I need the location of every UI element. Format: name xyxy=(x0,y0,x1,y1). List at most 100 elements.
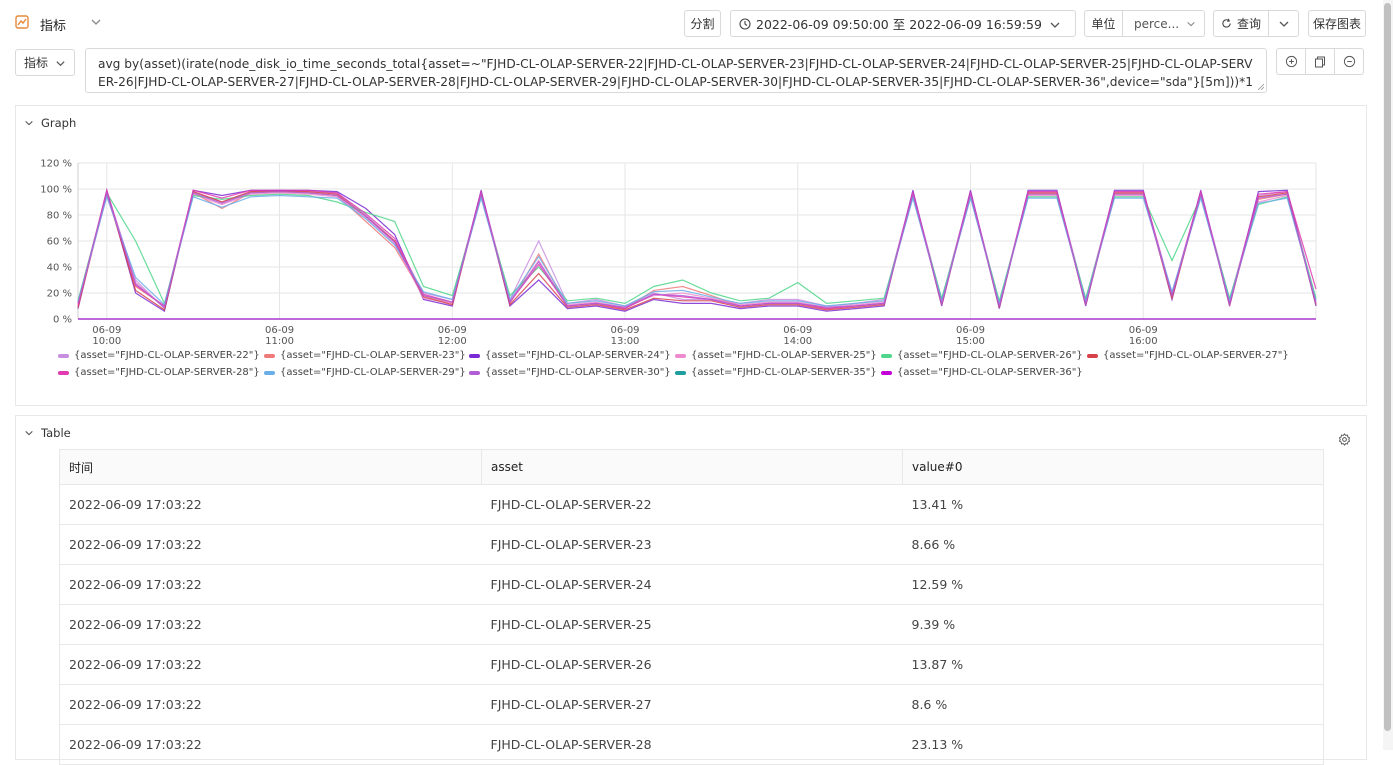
y-tick-label: 60 % xyxy=(47,237,72,248)
x-tick-label-date: 06-09 xyxy=(438,325,467,336)
page-title: 指标 xyxy=(40,19,67,34)
column-header-value[interactable]: value#0 xyxy=(902,449,1324,485)
legend-item[interactable]: {asset="FJHD-CL-OLAP-SERVER-22"} xyxy=(58,350,260,361)
table-panel: Table 时间 asset value#0 2022-06-09 17:03:… xyxy=(15,415,1367,765)
graph-panel-header[interactable]: Graph xyxy=(24,116,76,130)
graph-panel-title: Graph xyxy=(41,116,77,130)
legend-swatch xyxy=(469,353,480,358)
table-panel-header[interactable]: Table xyxy=(24,426,71,440)
scrollbar-thumb[interactable] xyxy=(1384,3,1391,731)
series-line-8 xyxy=(77,194,1317,307)
legend-label: {asset="FJHD-CL-OLAP-SERVER-28"} xyxy=(74,367,260,378)
cell-time: 2022-06-09 17:03:22 xyxy=(59,524,482,565)
legend-swatch xyxy=(675,370,686,375)
legend-item[interactable]: {asset="FJHD-CL-OLAP-SERVER-36"} xyxy=(881,367,1083,378)
legend-item[interactable]: {asset="FJHD-CL-OLAP-SERVER-29"} xyxy=(264,367,466,378)
minus-circle-icon xyxy=(1343,55,1355,68)
chevron-down-icon xyxy=(1187,21,1195,27)
legend-swatch xyxy=(1087,353,1098,358)
y-tick-label: 100 % xyxy=(40,185,72,196)
x-tick-label-time: 10:00 xyxy=(92,336,121,346)
legend-item[interactable]: {asset="FJHD-CL-OLAP-SERVER-28"} xyxy=(58,367,260,378)
gear-icon[interactable] xyxy=(1338,433,1351,446)
column-header-time[interactable]: 时间 xyxy=(59,449,482,485)
cell-time: 2022-06-09 17:03:22 xyxy=(59,564,482,605)
series-line-4 xyxy=(77,192,1317,309)
unit-select[interactable]: perce... xyxy=(1123,11,1204,36)
split-button[interactable]: 分割 xyxy=(684,10,721,37)
legend-item[interactable]: {asset="FJHD-CL-OLAP-SERVER-23"} xyxy=(264,350,466,361)
legend-item[interactable]: {asset="FJHD-CL-OLAP-SERVER-30"} xyxy=(469,367,671,378)
cell-asset: FJHD-CL-OLAP-SERVER-25 xyxy=(481,604,903,645)
legend-swatch xyxy=(58,353,69,358)
cell-time: 2022-06-09 17:03:22 xyxy=(59,484,482,525)
cell-time: 2022-06-09 17:03:22 xyxy=(59,604,482,645)
chevron-down-icon xyxy=(1279,21,1288,27)
cell-time: 2022-06-09 17:03:22 xyxy=(59,684,482,725)
time-range-picker[interactable]: 2022-06-09 09:50:00 至 2022-06-09 16:59:5… xyxy=(730,10,1076,37)
cell-value: 8.66 % xyxy=(902,524,1324,565)
chevron-down-icon[interactable] xyxy=(90,16,102,28)
cell-asset: FJHD-CL-OLAP-SERVER-26 xyxy=(481,644,903,685)
cell-value: 8.6 % xyxy=(902,684,1324,725)
cell-asset: FJHD-CL-OLAP-SERVER-28 xyxy=(481,724,903,765)
table-header-row: 时间 asset value#0 xyxy=(59,449,1324,485)
table-row: 2022-06-09 17:03:22 FJHD-CL-OLAP-SERVER-… xyxy=(59,644,1324,685)
time-range-text: 2022-06-09 09:50:00 至 2022-06-09 16:59:5… xyxy=(756,17,1042,32)
plus-circle-icon xyxy=(1285,55,1297,68)
y-tick-label: 20 % xyxy=(47,289,72,300)
x-tick-label-date: 06-09 xyxy=(783,325,812,336)
metric-type-select[interactable]: 指标 xyxy=(15,49,75,76)
add-query-button[interactable] xyxy=(1276,48,1306,75)
legend-item[interactable]: {asset="FJHD-CL-OLAP-SERVER-26"} xyxy=(881,350,1083,361)
x-tick-label-time: 15:00 xyxy=(956,336,985,346)
cell-value: 12.59 % xyxy=(902,564,1324,605)
x-tick-label-date: 06-09 xyxy=(610,325,639,336)
table-row: 2022-06-09 17:03:22 FJHD-CL-OLAP-SERVER-… xyxy=(59,564,1324,605)
series-line-5 xyxy=(77,191,1317,306)
table-row: 2022-06-09 17:03:22 FJHD-CL-OLAP-SERVER-… xyxy=(59,524,1324,565)
legend-item[interactable]: {asset="FJHD-CL-OLAP-SERVER-25"} xyxy=(675,350,877,361)
cell-value: 13.87 % xyxy=(902,644,1324,685)
page-scrollbar[interactable] xyxy=(1383,0,1393,750)
legend-swatch xyxy=(881,353,892,358)
save-chart-button[interactable]: 保存图表 xyxy=(1308,10,1366,37)
refresh-icon xyxy=(1222,18,1231,28)
copy-query-button[interactable] xyxy=(1305,48,1335,75)
x-tick-label-date: 06-09 xyxy=(265,325,294,336)
y-tick-label: 0 % xyxy=(53,315,72,326)
result-table: 时间 asset value#0 2022-06-09 17:03:22 FJH… xyxy=(59,449,1324,765)
chevron-down-icon xyxy=(1050,22,1060,28)
table-row: 2022-06-09 17:03:22 FJHD-CL-OLAP-SERVER-… xyxy=(59,604,1324,645)
legend-label: {asset="FJHD-CL-OLAP-SERVER-22"} xyxy=(74,350,260,361)
legend-label: {asset="FJHD-CL-OLAP-SERVER-23"} xyxy=(280,350,466,361)
column-header-asset[interactable]: asset xyxy=(481,449,903,485)
legend-item[interactable]: {asset="FJHD-CL-OLAP-SERVER-27"} xyxy=(1087,350,1289,361)
legend-swatch xyxy=(58,370,69,375)
legend-item[interactable]: {asset="FJHD-CL-OLAP-SERVER-35"} xyxy=(675,367,877,378)
unit-value: perce... xyxy=(1134,16,1180,31)
metrics-app-icon xyxy=(15,15,29,29)
x-tick-label-time: 12:00 xyxy=(438,336,467,346)
copy-icon xyxy=(1315,56,1325,67)
query-options-dropdown[interactable] xyxy=(1268,10,1299,37)
legend-item[interactable]: {asset="FJHD-CL-OLAP-SERVER-24"} xyxy=(469,350,671,361)
query-row: 指标 avg by(asset)(irate(node_disk_io_time… xyxy=(0,46,1382,96)
cell-asset: FJHD-CL-OLAP-SERVER-27 xyxy=(481,684,903,725)
legend-label: {asset="FJHD-CL-OLAP-SERVER-25"} xyxy=(691,350,877,361)
clock-icon xyxy=(739,17,751,30)
legend-label: {asset="FJHD-CL-OLAP-SERVER-26"} xyxy=(897,350,1083,361)
query-button[interactable]: 查询 xyxy=(1213,10,1269,37)
promql-expression: avg by(asset)(irate(node_disk_io_time_se… xyxy=(98,57,1254,89)
promql-input[interactable]: avg by(asset)(irate(node_disk_io_time_se… xyxy=(85,48,1267,93)
cell-asset: FJHD-CL-OLAP-SERVER-23 xyxy=(481,524,903,565)
unit-label: 单位 xyxy=(1085,11,1123,36)
chevron-down-icon xyxy=(25,120,33,126)
cell-time: 2022-06-09 17:03:22 xyxy=(59,724,482,765)
cell-asset: FJHD-CL-OLAP-SERVER-24 xyxy=(481,564,903,605)
series-line-6 xyxy=(77,189,1317,311)
graph-panel: Graph 0 % 20 % 40 % 60 % 80 % 100 % 120 % 06-09… xyxy=(15,105,1367,406)
x-tick-label-time: 16:00 xyxy=(1129,336,1158,346)
resize-grip-icon[interactable] xyxy=(1258,84,1264,90)
remove-query-button[interactable] xyxy=(1334,48,1364,75)
